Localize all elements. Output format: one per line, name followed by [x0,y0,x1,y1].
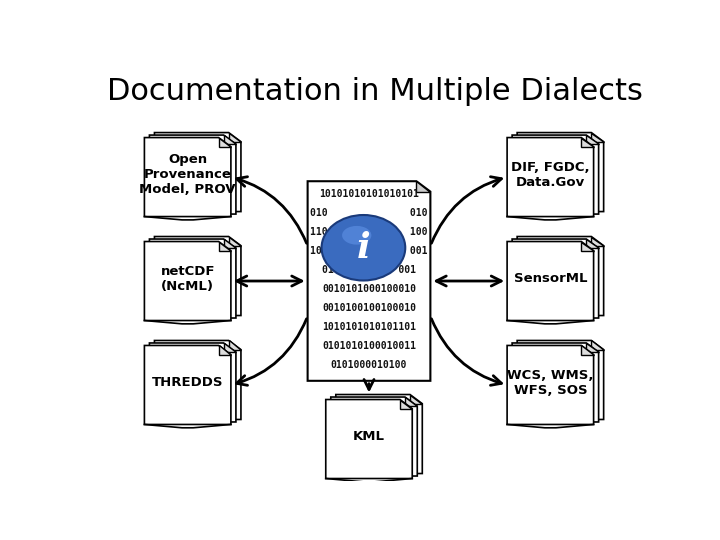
PathPatch shape [229,341,241,349]
PathPatch shape [145,241,231,321]
PathPatch shape [229,237,241,246]
PathPatch shape [410,395,423,404]
Text: 0101010100010011: 0101010100010011 [322,341,416,351]
PathPatch shape [586,343,598,352]
Text: THREDDS: THREDDS [152,376,223,389]
Text: 0010101000100010: 0010101000100010 [322,284,416,294]
PathPatch shape [586,239,598,248]
PathPatch shape [512,343,598,422]
Text: 110              100: 110 100 [310,227,428,237]
Text: Documentation in Multiple Dialects: Documentation in Multiple Dialects [107,77,643,106]
PathPatch shape [150,239,236,318]
Ellipse shape [322,215,405,280]
PathPatch shape [150,135,236,214]
PathPatch shape [517,133,603,212]
PathPatch shape [512,239,598,318]
PathPatch shape [224,135,236,144]
Text: WCS, WMS,
WFS, SOS: WCS, WMS, WFS, SOS [507,369,593,397]
PathPatch shape [229,133,241,141]
Text: SensorML: SensorML [513,273,587,286]
PathPatch shape [155,237,241,315]
PathPatch shape [591,133,603,141]
PathPatch shape [507,138,593,217]
PathPatch shape [145,346,231,424]
PathPatch shape [219,241,231,251]
PathPatch shape [219,138,231,147]
PathPatch shape [507,346,593,424]
Text: 010              010: 010 010 [310,208,428,218]
PathPatch shape [581,241,593,251]
PathPatch shape [155,133,241,212]
PathPatch shape [325,400,413,478]
PathPatch shape [586,135,598,144]
PathPatch shape [330,397,418,476]
Text: 100              001: 100 001 [310,246,428,256]
PathPatch shape [591,341,603,349]
PathPatch shape [517,341,603,420]
Text: netCDF
(NcML): netCDF (NcML) [161,265,215,293]
PathPatch shape [224,239,236,248]
Text: 0010100100100010: 0010100100100010 [322,303,416,313]
PathPatch shape [581,138,593,147]
Text: 010100010010 001: 010100010010 001 [322,265,416,275]
PathPatch shape [507,241,593,321]
Text: i: i [356,231,370,265]
Text: Open
Provenance
Model, PROV: Open Provenance Model, PROV [140,153,236,197]
PathPatch shape [219,346,231,355]
Text: 1010101010101101: 1010101010101101 [322,322,416,332]
PathPatch shape [400,400,413,409]
Text: KML: KML [353,430,385,443]
PathPatch shape [336,395,423,474]
PathPatch shape [517,237,603,315]
Text: 10101010101010101: 10101010101010101 [319,188,419,199]
PathPatch shape [224,343,236,352]
PathPatch shape [591,237,603,246]
PathPatch shape [405,397,418,406]
PathPatch shape [150,343,236,422]
PathPatch shape [145,138,231,217]
Text: 0101000010100: 0101000010100 [330,360,408,370]
Text: DIF, FGDC,
Data.Gov: DIF, FGDC, Data.Gov [511,161,590,189]
Ellipse shape [342,226,372,245]
PathPatch shape [155,341,241,420]
PathPatch shape [307,181,431,381]
PathPatch shape [581,346,593,355]
PathPatch shape [416,181,431,192]
PathPatch shape [512,135,598,214]
